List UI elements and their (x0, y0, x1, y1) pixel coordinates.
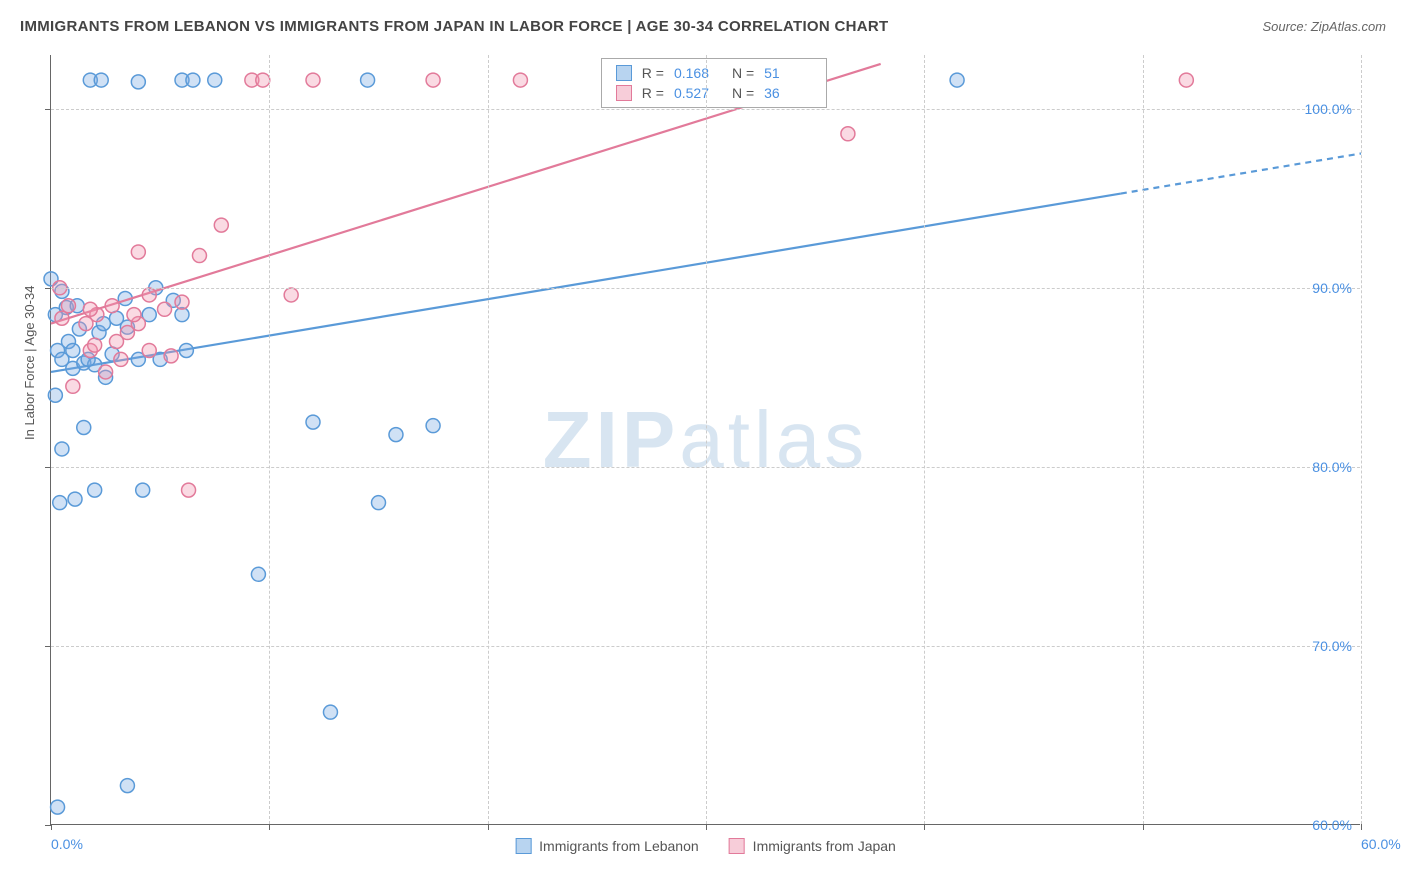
tick-x (706, 824, 707, 830)
swatch-japan-icon (729, 838, 745, 854)
data-point (950, 73, 964, 87)
data-point (306, 73, 320, 87)
gridline-v (1143, 55, 1144, 824)
data-point (114, 352, 128, 366)
data-point (53, 496, 67, 510)
data-point (251, 567, 265, 581)
gridline-v (488, 55, 489, 824)
data-point (88, 483, 102, 497)
data-point (158, 302, 172, 316)
legend-item-japan: Immigrants from Japan (729, 838, 896, 854)
tick-x (1361, 824, 1362, 830)
data-point (208, 73, 222, 87)
data-point (1179, 73, 1193, 87)
data-point (55, 311, 69, 325)
legend-lebanon-label: Immigrants from Lebanon (539, 838, 699, 854)
y-tick-label: 70.0% (1312, 638, 1352, 654)
data-point (256, 73, 270, 87)
n-label: N = (732, 65, 754, 81)
data-point (192, 249, 206, 263)
stats-row-lebanon: R = 0.168 N = 51 (602, 63, 826, 83)
y-tick-label: 80.0% (1312, 459, 1352, 475)
tick-y (45, 646, 51, 647)
tick-x (488, 824, 489, 830)
tick-y (45, 288, 51, 289)
y-axis-label: In Labor Force | Age 30-34 (22, 286, 37, 440)
data-point (284, 288, 298, 302)
data-point (175, 295, 189, 309)
data-point (131, 245, 145, 259)
r-value-japan: 0.527 (674, 85, 722, 101)
data-point (323, 705, 337, 719)
data-point (841, 127, 855, 141)
r-label: R = (642, 65, 664, 81)
source-attribution: Source: ZipAtlas.com (1262, 19, 1386, 34)
data-point (142, 343, 156, 357)
data-point (120, 326, 134, 340)
trend-line-0 (51, 194, 1121, 372)
stats-row-japan: R = 0.527 N = 36 (602, 83, 826, 103)
data-point (136, 483, 150, 497)
data-point (127, 308, 141, 322)
tick-x (269, 824, 270, 830)
data-point (88, 338, 102, 352)
r-value-lebanon: 0.168 (674, 65, 722, 81)
y-tick-label: 90.0% (1312, 280, 1352, 296)
data-point (306, 415, 320, 429)
gridline-v (706, 55, 707, 824)
tick-x (51, 824, 52, 830)
plot-area: ZIPatlas R = 0.168 N = 51 R = 0.527 N = … (50, 55, 1360, 825)
data-point (55, 442, 69, 456)
data-point (131, 75, 145, 89)
data-point (372, 496, 386, 510)
y-tick-label: 100.0% (1305, 101, 1352, 117)
n-value-japan: 36 (764, 85, 812, 101)
data-point (426, 419, 440, 433)
swatch-japan (616, 85, 632, 101)
tick-y (45, 109, 51, 110)
r-label: R = (642, 85, 664, 101)
n-value-lebanon: 51 (764, 65, 812, 81)
data-point (361, 73, 375, 87)
data-point (51, 800, 65, 814)
data-point (142, 288, 156, 302)
swatch-lebanon (616, 65, 632, 81)
data-point (164, 349, 178, 363)
data-point (94, 73, 108, 87)
tick-y (45, 467, 51, 468)
data-point (99, 365, 113, 379)
n-label: N = (732, 85, 754, 101)
gridline-v (1361, 55, 1362, 824)
legend-item-lebanon: Immigrants from Lebanon (515, 838, 699, 854)
data-point (182, 483, 196, 497)
data-point (214, 218, 228, 232)
data-point (83, 302, 97, 316)
data-point (77, 420, 91, 434)
data-point (61, 299, 75, 313)
data-point (120, 779, 134, 793)
x-tick-label: 60.0% (1361, 836, 1365, 852)
stats-legend: R = 0.168 N = 51 R = 0.527 N = 36 (601, 58, 827, 108)
data-point (68, 492, 82, 506)
data-point (389, 428, 403, 442)
chart-title: IMMIGRANTS FROM LEBANON VS IMMIGRANTS FR… (20, 18, 889, 35)
gridline-v (269, 55, 270, 824)
trend-line-dash-0 (1121, 153, 1361, 193)
x-tick-label: 0.0% (51, 836, 83, 852)
legend-japan-label: Immigrants from Japan (753, 838, 896, 854)
data-point (48, 388, 62, 402)
data-point (513, 73, 527, 87)
data-point (186, 73, 200, 87)
gridline-v (924, 55, 925, 824)
legend-bottom: Immigrants from Lebanon Immigrants from … (515, 838, 896, 854)
swatch-lebanon-icon (515, 838, 531, 854)
tick-x (924, 824, 925, 830)
data-point (426, 73, 440, 87)
y-tick-label: 60.0% (1312, 817, 1352, 833)
data-point (179, 343, 193, 357)
data-point (105, 299, 119, 313)
tick-x (1143, 824, 1144, 830)
data-point (66, 343, 80, 357)
data-point (66, 379, 80, 393)
